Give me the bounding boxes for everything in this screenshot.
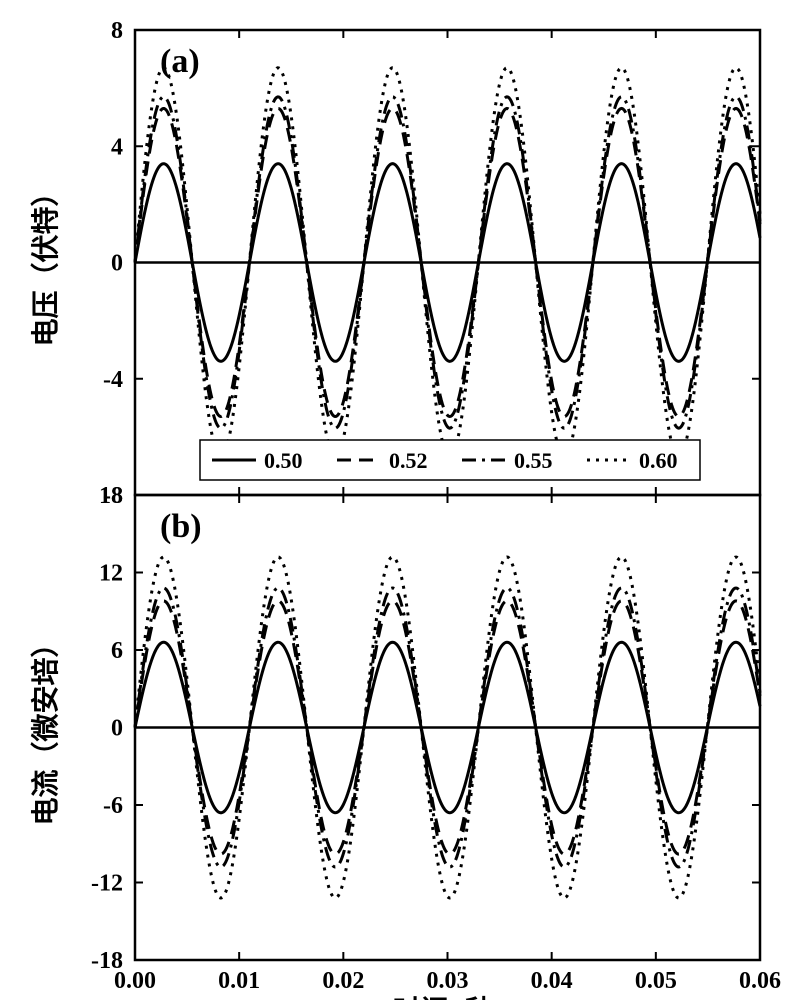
y-tick-label: 12 [99, 561, 123, 587]
panel-tag: (b) [160, 508, 202, 545]
panel-tag: (a) [160, 43, 200, 80]
x-tick-label: 0.03 [427, 968, 469, 994]
legend-label: 0.52 [389, 448, 428, 473]
y-tick-label: -4 [103, 367, 123, 393]
y-tick-label: -6 [103, 793, 123, 819]
y-tick-label: 0 [111, 251, 123, 277]
y-tick-label: 0 [111, 716, 123, 742]
figure-container: -8-4048电压（伏特）(a)-18-12-60612180.000.010.… [0, 0, 793, 1000]
y-tick-label: -12 [91, 871, 123, 897]
chart-svg: -8-4048电压（伏特）(a)-18-12-60612180.000.010.… [0, 0, 793, 1000]
y-tick-label: 6 [111, 638, 123, 664]
x-tick-label: 0.02 [322, 968, 364, 994]
x-tick-label: 0.06 [739, 968, 781, 994]
x-tick-label: 0.01 [218, 968, 260, 994]
legend-label: 0.55 [514, 448, 553, 473]
legend-label: 0.60 [639, 448, 678, 473]
y-axis-label: 电压（伏特） [29, 178, 62, 346]
x-tick-label: 0.04 [531, 968, 573, 994]
y-axis-label: 电流（微安培） [29, 629, 62, 825]
y-tick-label: 4 [111, 134, 123, 160]
y-tick-label: 8 [111, 18, 123, 44]
x-tick-label: 0.05 [635, 968, 677, 994]
y-tick-label: 18 [99, 483, 123, 509]
x-tick-label: 0.00 [114, 968, 156, 994]
legend-label: 0.50 [264, 448, 303, 473]
x-axis-label: 时间 (秒) [393, 995, 503, 1000]
